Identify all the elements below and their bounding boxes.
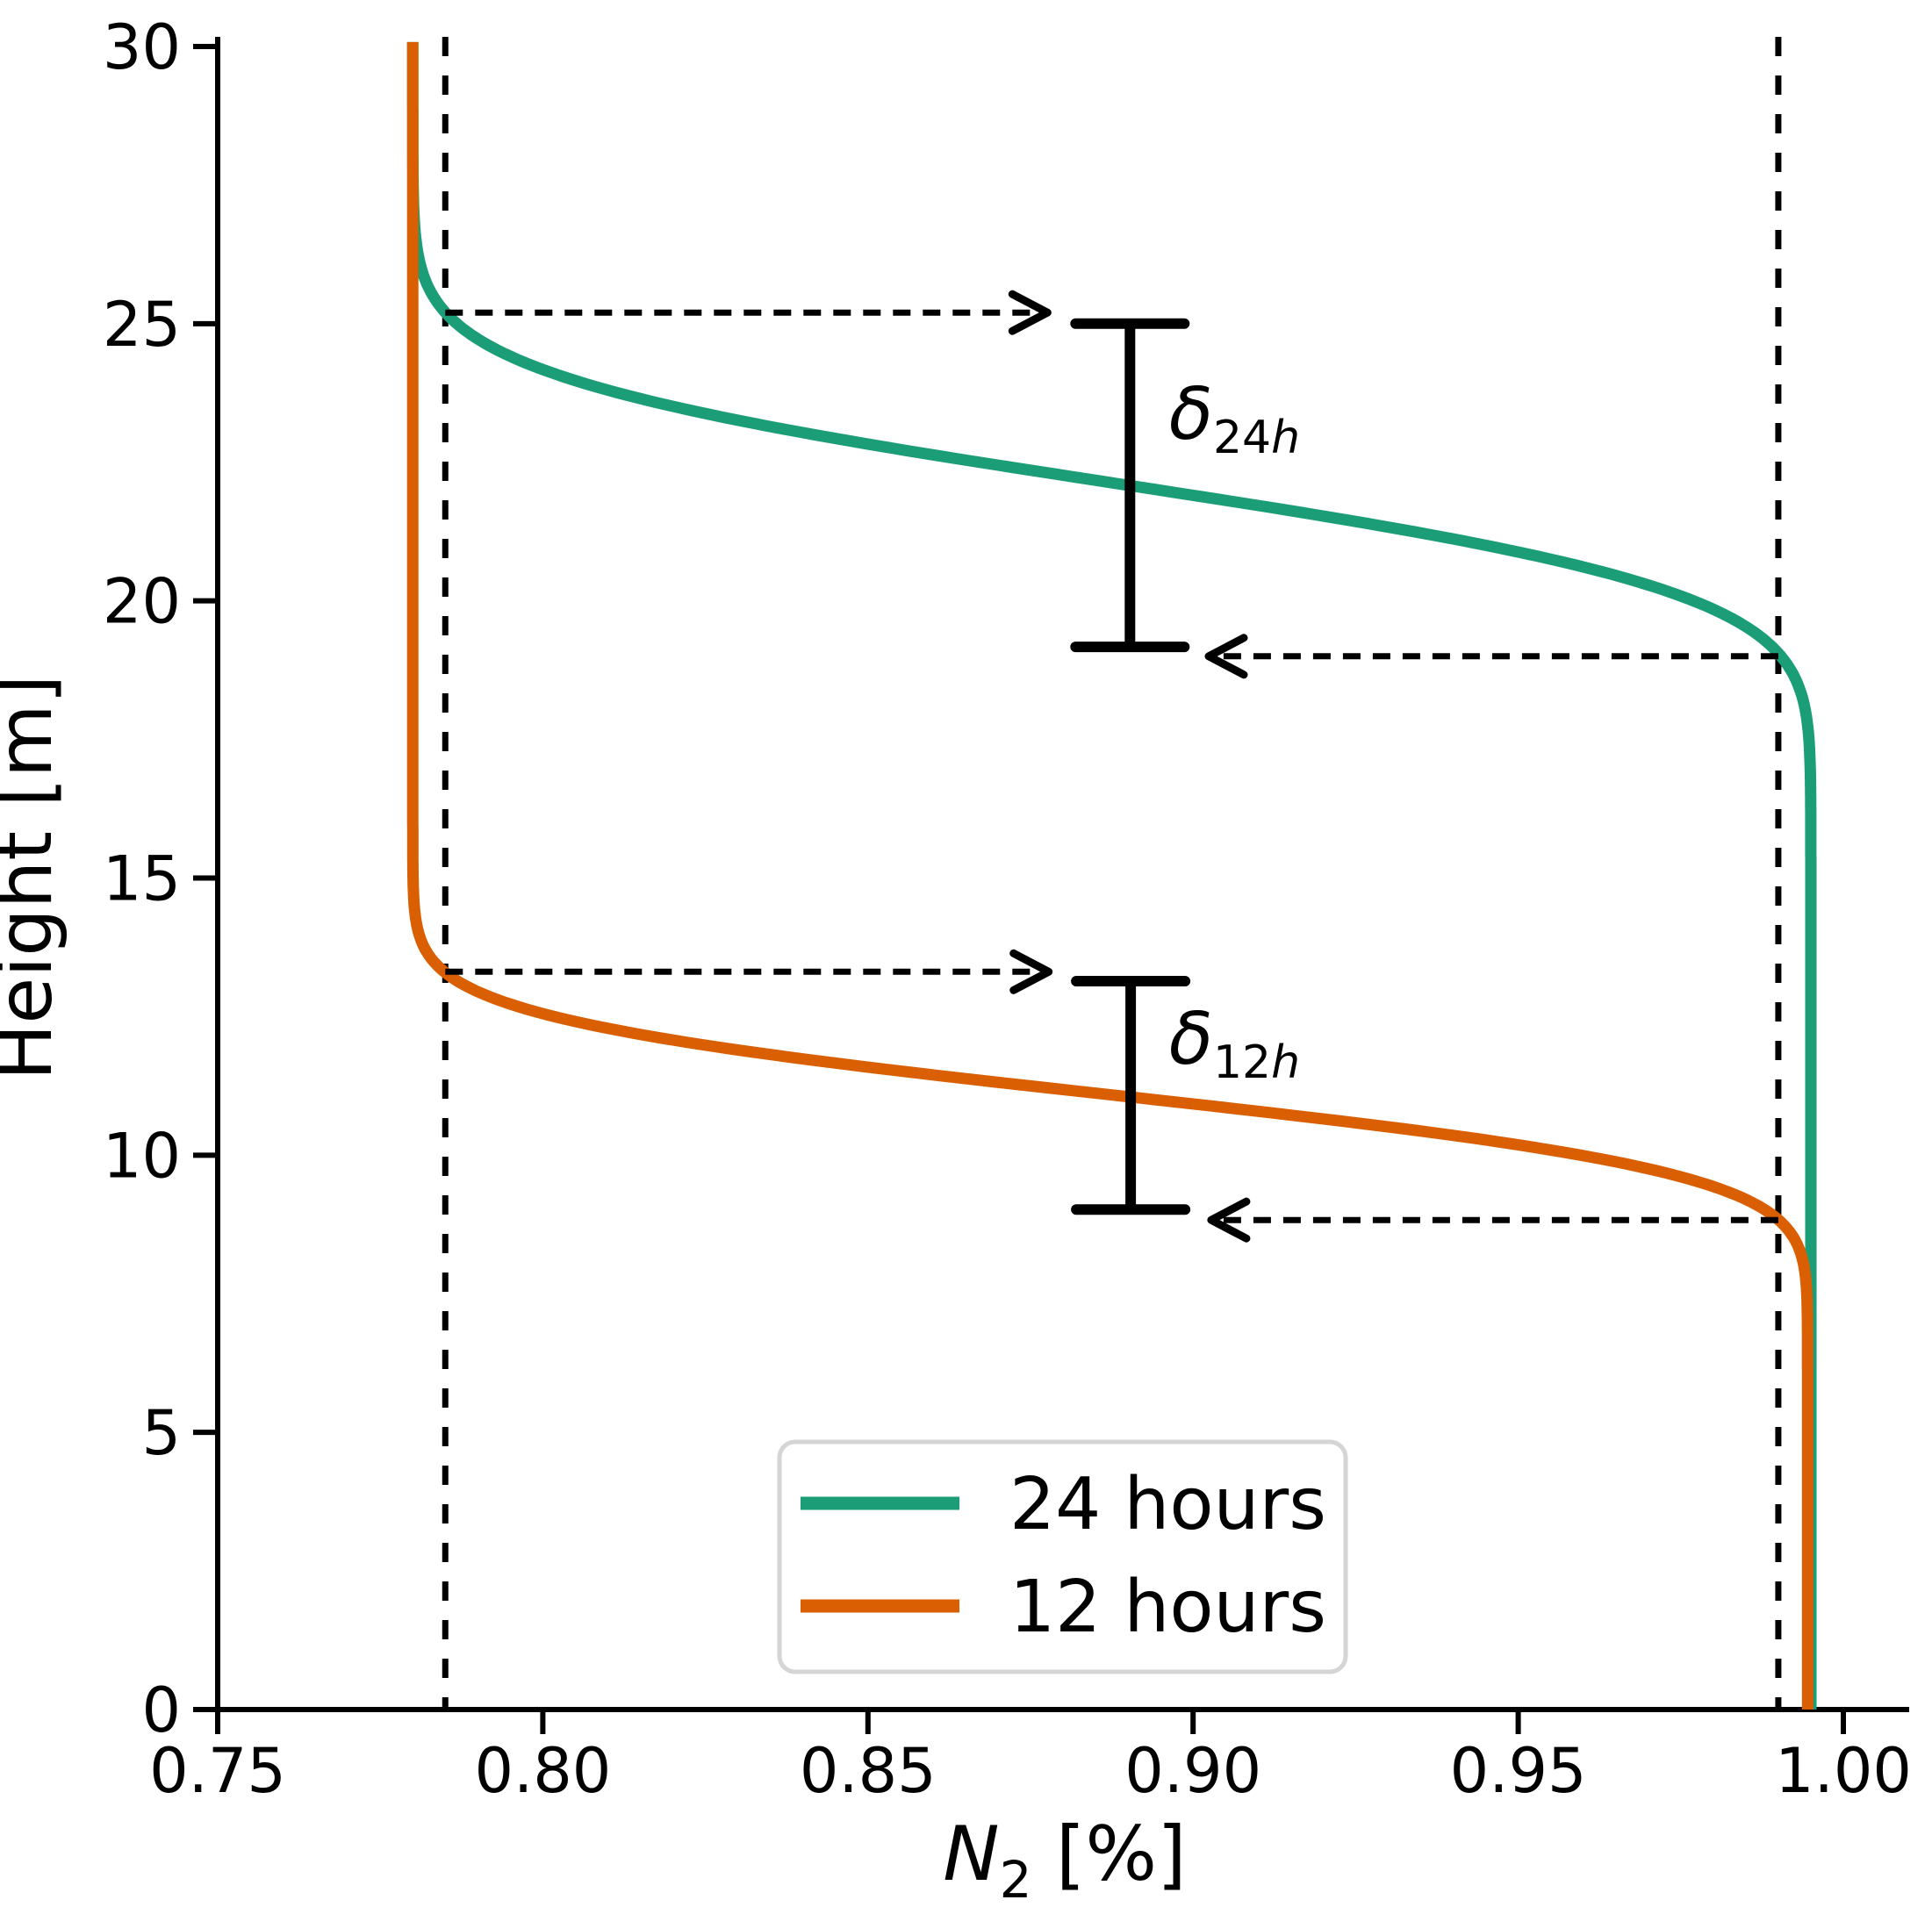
delta-24h-bracket [1070, 318, 1190, 653]
series-line-12h [406, 41, 1813, 1710]
delta-12h-label: δ12h [1169, 998, 1300, 1089]
legend-label-24h: 24 hours [1009, 1463, 1326, 1546]
x-tick-label: 0.85 [800, 1735, 937, 1807]
y-tick-label: 10 [103, 1120, 181, 1192]
legend-label-12h: 12 hours [1009, 1566, 1326, 1649]
y-tick-label: 30 [103, 11, 181, 83]
x-tick-label: 0.95 [1450, 1735, 1587, 1807]
delta-12h-bracket [1071, 976, 1191, 1215]
y-axis-label: Height [m] [0, 675, 69, 1081]
delta-12h-arrow-bottom-arrowhead-left [1207, 1197, 1251, 1243]
x-tick-label: 0.75 [149, 1735, 286, 1807]
x-tick-label: 1.00 [1775, 1735, 1912, 1807]
delta-24h-arrow-bottom-arrowhead-left [1204, 634, 1248, 679]
y-tick-label: 15 [103, 843, 181, 915]
delta-24h-label: δ24h [1169, 373, 1300, 464]
y-tick-label: 0 [141, 1674, 181, 1746]
y-tick-label: 25 [103, 289, 181, 361]
y-tick-label: 5 [141, 1397, 181, 1469]
x-tick-label: 0.90 [1124, 1735, 1261, 1807]
x-axis-label: N2 [%] [943, 1810, 1186, 1907]
delta-12h-arrow-top-arrowhead-right [1009, 949, 1053, 994]
y-tick-label: 20 [103, 566, 181, 638]
x-tick-label: 0.80 [474, 1735, 611, 1807]
delta-24h-arrow-top-arrowhead-right [1008, 290, 1052, 335]
